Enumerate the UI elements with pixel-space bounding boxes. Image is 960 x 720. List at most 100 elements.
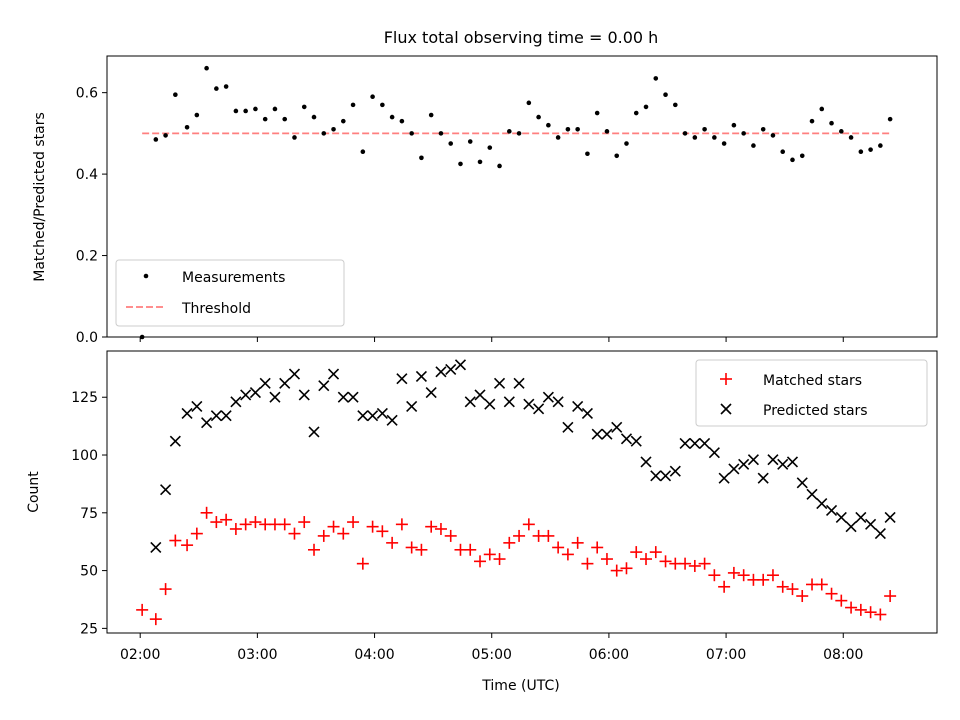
matched-star-point [493,553,506,566]
ratio-y-tick-label: 0.0 [76,330,98,346]
measurement-point [585,151,590,157]
measurement-point [341,118,346,124]
measurement-point [153,137,159,142]
matched-star-point [298,516,311,529]
predicted-star-point [308,426,320,438]
measurement-point [624,141,629,146]
measurement-point [575,127,580,132]
measurement-point [536,114,541,120]
matched-star-point [591,541,604,554]
measurement-point [751,143,756,148]
measurement-point [663,92,668,97]
matched-star-point [630,546,643,559]
ratio-axes-frame [106,55,938,338]
predicted-star-point [169,435,181,447]
measurement-point [770,133,776,138]
matched-star-point [376,525,389,538]
matched-star-point [169,534,182,547]
ratio-legend: Measurements Threshold [115,259,345,327]
predicted-star-point [767,454,779,466]
ratio-y-tick-label: 0.2 [76,249,98,265]
matched-star-point [610,564,623,577]
ratio-panel: 0.0 0.2 0.4 0.6 Matched/Predicted stars Mea… [32,55,938,346]
count-panel: 25 50 75 100 125 02:00 03:00 04:00 05:00 06:00 07… [26,350,938,694]
measurement-point [173,92,178,97]
measurement-point [829,120,834,126]
predicted-star-point [699,437,711,450]
count-y-tick-label: 75 [80,506,98,522]
matched-star-point [864,606,877,619]
matched-star-point [884,590,897,603]
count-marks [136,359,897,626]
count-x-ticks: 02:00 03:00 04:00 05:00 06:00 07:00 08:00 [120,633,863,663]
measurement-point [321,131,327,136]
predicted-star-point [454,359,467,371]
matched-star-point [278,518,291,531]
ratio-legend-box [115,259,345,327]
measurement-point [184,124,190,130]
predicted-star-point [503,396,515,408]
measurement-point [741,131,746,136]
predicted-star-point [513,377,525,389]
measurement-point [682,131,688,136]
measurement-point [253,106,258,112]
matched-star-point [581,557,594,570]
matched-star-point [136,603,149,616]
count-legend: Matched stars Predicted stars [695,359,928,427]
measurement-point [790,157,795,163]
measurement-point [712,135,717,140]
predicted-star-point [865,518,877,530]
measurement-point [526,100,532,106]
predicted-star-point [728,463,740,475]
predicted-star-point [269,391,281,403]
count-y-ticks: 25 50 75 100 125 [71,390,107,637]
count-y-tick-label: 25 [80,621,98,637]
ratio-marks [139,65,893,340]
predicted-star-point [591,428,603,440]
measurement-point [389,114,395,120]
predicted-star-point [786,456,799,468]
matched-star-point [708,569,721,582]
count-x-tick-label: 08:00 [823,647,863,663]
count-x-tick-label: 02:00 [120,647,160,663]
matched-star-point [786,583,799,596]
count-x-tick-label: 04:00 [354,647,394,663]
matched-star-point [513,529,526,542]
predicted-star-point [747,454,759,466]
matched-star-point [522,518,535,531]
measurement-point [565,127,571,132]
matched-star-point [659,555,672,568]
matched-star-point [561,548,574,561]
predicted-star-point [288,368,301,380]
measurement-point [409,131,414,136]
measurement-point [887,116,893,122]
matched-star-point [317,529,330,542]
predicted-star-point [150,541,162,554]
matched-star-point [386,536,399,549]
measurement-point [262,116,268,122]
measurement-point [809,118,815,124]
matched-star-point [220,513,233,526]
predicted-star-point [415,370,427,382]
predicted-star-point [552,396,564,408]
predicted-star-point [474,389,486,401]
predicted-star-point [484,398,496,410]
matched-star-point [356,557,369,570]
measurement-point [419,155,424,161]
predicted-star-point [230,396,242,408]
predicted-star-point [630,435,642,447]
measurement-point [731,122,737,128]
predicted-star-point [679,437,691,450]
measurement-point [214,86,219,91]
measurement-point [399,118,405,124]
predicted-star-point [240,389,252,401]
predicted-star-point [689,437,701,450]
predicted-star-point [620,433,633,445]
matched-star-point [200,506,213,519]
measurement-point [331,127,336,132]
measurement-point [477,159,483,165]
ratio-legend-measurements-swatch [143,273,149,279]
predicted-star-point [376,407,388,419]
matched-star-point [825,587,838,600]
